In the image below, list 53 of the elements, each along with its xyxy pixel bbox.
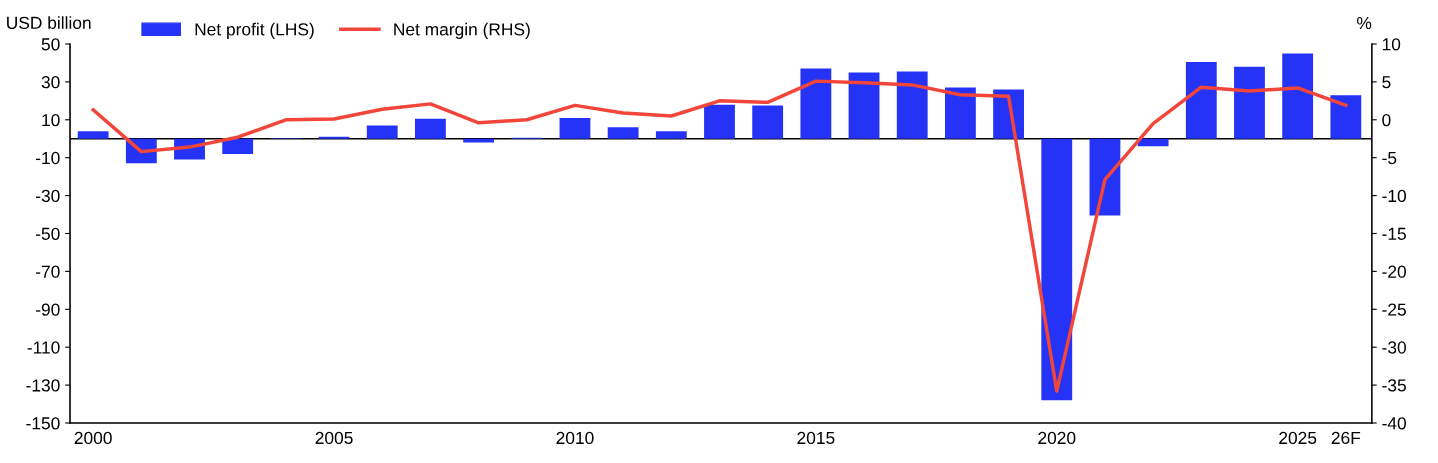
x-tick-label: 2015 — [797, 431, 835, 445]
y2-tick-label: -40 — [1382, 417, 1406, 430]
bar — [944, 87, 976, 139]
y-tick-label: -150 — [26, 417, 60, 430]
y-tick-label: 30 — [41, 76, 60, 89]
bar — [607, 127, 639, 139]
bar — [559, 117, 591, 139]
bar — [366, 125, 398, 139]
bar — [800, 68, 832, 139]
y-tick-label: -130 — [26, 379, 60, 392]
bar — [463, 138, 495, 143]
bar — [1185, 61, 1217, 139]
bar — [222, 138, 254, 154]
x-tick-label: 26F — [1331, 431, 1361, 445]
x-tick-label: 2010 — [556, 431, 594, 445]
y-tick-label: -70 — [35, 265, 60, 278]
y2-tick-label: -30 — [1382, 341, 1406, 354]
x-tick-label: 2020 — [1038, 431, 1076, 445]
y2-tick-label: 5 — [1382, 76, 1391, 89]
y2-tick-label: 10 — [1382, 38, 1401, 51]
y2-tick-label: -35 — [1382, 379, 1406, 392]
bar — [1282, 53, 1314, 139]
y-axis-title: USD billion — [7, 16, 91, 29]
y-tick-label: -50 — [35, 227, 60, 240]
bar — [415, 118, 446, 139]
y2-tick-label: -25 — [1382, 303, 1406, 316]
y-tick-label: -10 — [35, 151, 60, 165]
y2-axis-title: % — [1357, 16, 1372, 30]
bar — [77, 131, 109, 139]
y-tick-label: -30 — [35, 189, 60, 203]
bar — [1330, 95, 1362, 139]
bar — [1041, 138, 1073, 401]
x-tick-label: 2000 — [74, 431, 112, 445]
bar — [655, 131, 687, 139]
line-series — [91, 79, 1348, 393]
y2-tick-label: 0 — [1382, 113, 1391, 127]
y2-tick-label: -5 — [1382, 152, 1397, 165]
bar — [896, 71, 928, 139]
legend-label: Net profit (LHS) — [195, 22, 314, 39]
y-tick-label: -110 — [27, 341, 60, 354]
x-tick-label: 2025 — [1279, 431, 1317, 445]
y-tick-label: -90 — [35, 303, 60, 316]
y-tick-label: 50 — [41, 38, 60, 51]
legend-label: Net margin (RHS) — [394, 22, 530, 39]
y2-tick-label: -15 — [1382, 227, 1406, 240]
x-tick-label: 2005 — [315, 431, 353, 445]
bar — [752, 105, 784, 139]
y2-tick-label: -10 — [1382, 189, 1406, 203]
y-tick-label: 10 — [42, 113, 60, 127]
bar — [848, 72, 880, 139]
y2-tick-label: -20 — [1382, 265, 1406, 278]
bar — [704, 104, 735, 139]
bar — [1234, 66, 1265, 139]
